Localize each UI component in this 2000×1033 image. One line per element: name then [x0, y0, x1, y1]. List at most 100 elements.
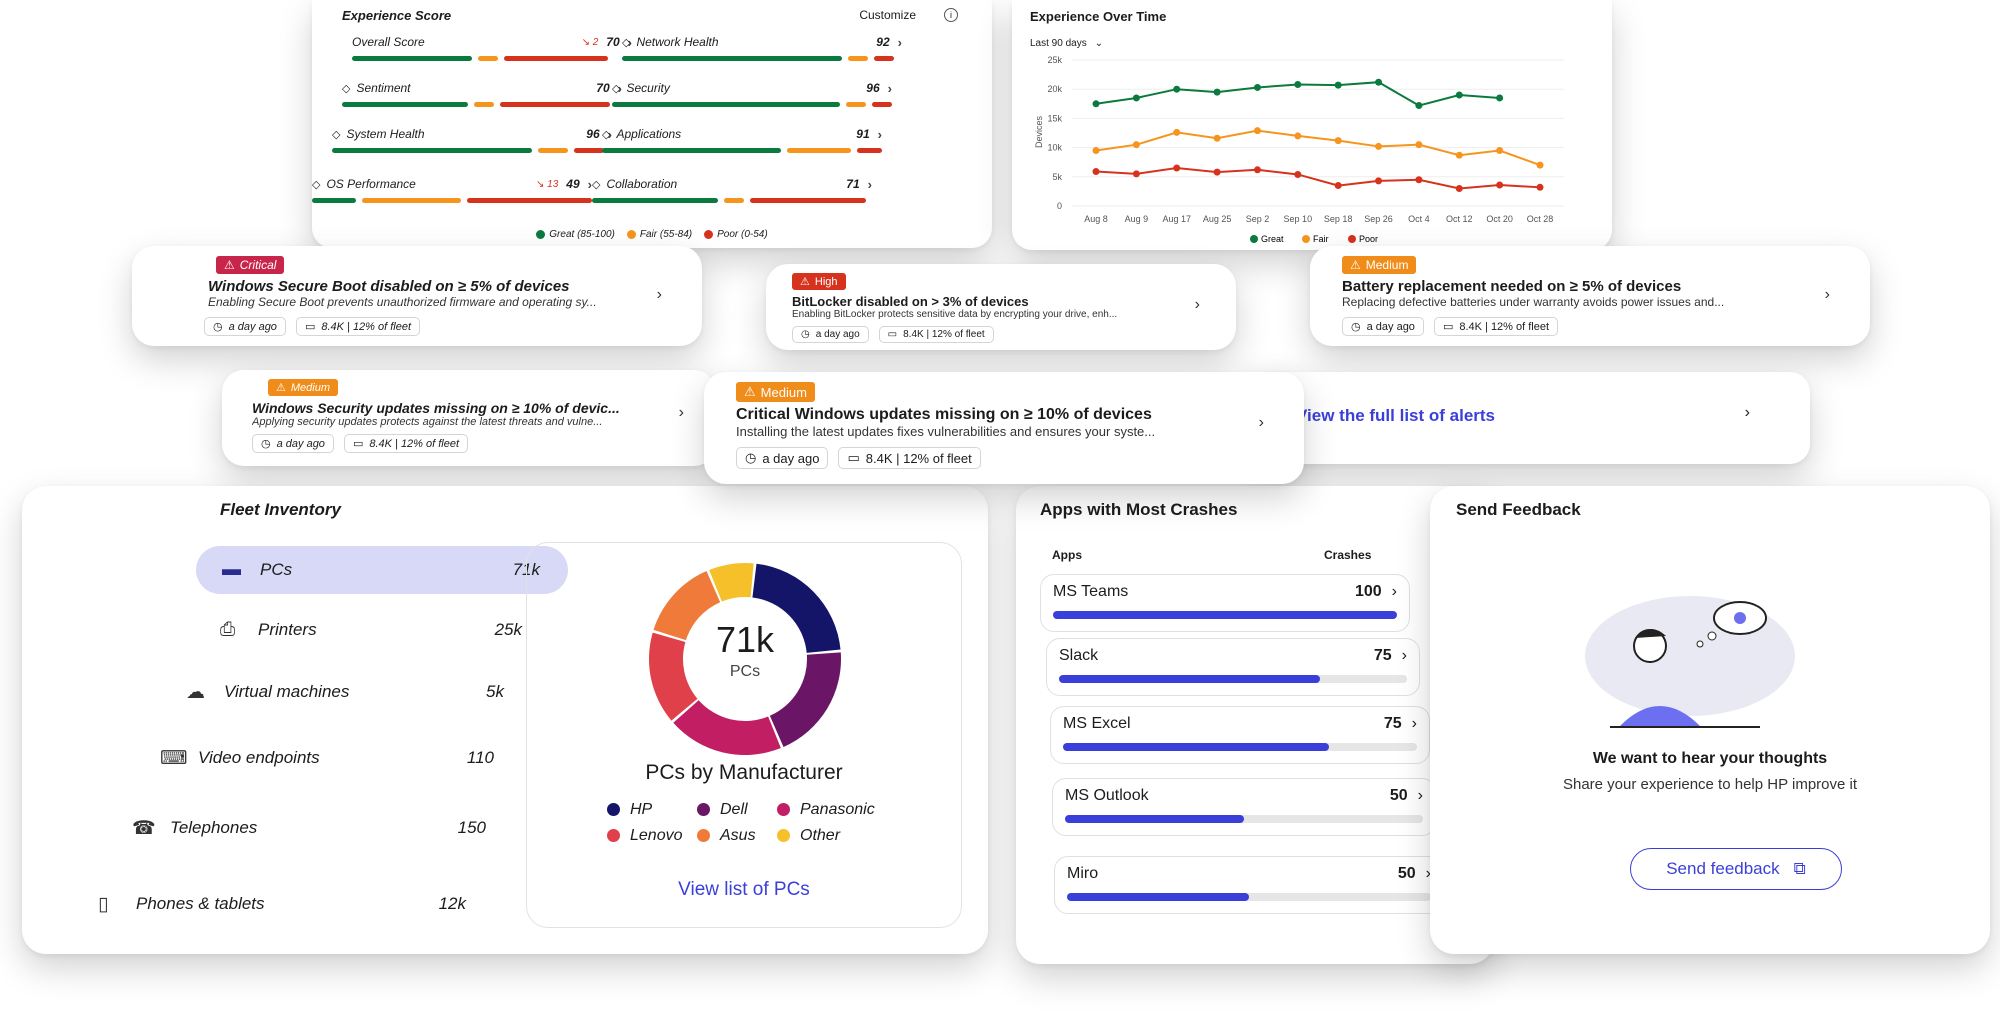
chevron-right-icon[interactable]: ›: [656, 286, 662, 303]
data-point: [1415, 102, 1423, 110]
clock-icon: ◷: [213, 321, 223, 333]
chevron-right-icon[interactable]: ›: [1824, 286, 1830, 303]
fleet-item-virtual-machines[interactable]: ☁ Virtual machines 5k: [172, 668, 532, 716]
customize-link[interactable]: Customize: [859, 8, 916, 22]
fleet-item-count: 150: [457, 818, 486, 837]
view-pcs-link[interactable]: View list of PCs: [678, 879, 810, 900]
fleet-pill: ▭ 8.4K | 12% of fleet: [838, 447, 981, 469]
view-all-alerts-link[interactable]: View the full list of alerts: [1296, 406, 1496, 425]
score-label: ◇ Network Health: [622, 35, 719, 49]
telephone-icon: ☎: [132, 817, 156, 839]
cloud-icon: ☁: [186, 681, 205, 703]
chevron-right-icon: ›: [1411, 715, 1417, 732]
crash-row[interactable]: Miro 50 ›: [1054, 856, 1444, 914]
data-point: [1375, 142, 1383, 150]
donut-segment-hp: [752, 563, 841, 653]
crash-bar-fill: [1059, 675, 1320, 683]
alert-icon: ⚠: [1350, 258, 1361, 272]
alert-card[interactable]: ⚠ Medium Critical Windows updates missing…: [704, 372, 1304, 484]
data-point: [1536, 183, 1544, 191]
view-alerts-card: View the full list of alerts ›: [1250, 372, 1810, 464]
chevron-right-icon: ›: [1401, 647, 1407, 664]
data-point: [1253, 83, 1261, 91]
crash-bar-track: [1067, 893, 1431, 901]
feedback-card: Send Feedback We want to hear your thoug…: [1430, 486, 1990, 954]
fleet-item-telephones[interactable]: ☎ Telephones 150: [122, 804, 514, 852]
chevron-down-icon: ⌄: [1094, 38, 1104, 49]
fleet-item-phones-tablets[interactable]: ▯ Phones & tablets 12k: [90, 880, 494, 928]
fleet-item-pcs[interactable]: ▬ PCs 71k: [196, 546, 568, 594]
send-feedback-button[interactable]: Send feedback ⧉: [1630, 848, 1842, 890]
alert-description: Replacing defective batteries under warr…: [1342, 295, 1725, 309]
data-point: [1092, 168, 1100, 176]
score-item[interactable]: ◇ Network Health 92 ›: [622, 34, 902, 61]
alert-description: Enabling BitLocker protects sensitive da…: [792, 309, 1118, 320]
alert-card[interactable]: ⚠ Medium Battery replacement needed on ≥ …: [1310, 246, 1870, 346]
external-link-icon: ⧉: [1793, 859, 1806, 878]
score-value: 92 ›: [876, 34, 902, 50]
data-point: [1173, 85, 1181, 93]
data-point: [1375, 78, 1383, 86]
badge-critical: ⚠ Critical: [216, 256, 285, 274]
alert-card[interactable]: ⚠ Medium Windows Security updates missing…: [222, 370, 716, 466]
score-item[interactable]: Overall Score ↘ 2 70 ›: [352, 34, 632, 61]
legend-great: Great (85-100): [536, 229, 615, 240]
score-item[interactable]: ◇ Sentiment 70 ›: [342, 80, 622, 107]
alert-card[interactable]: ⚠ Critical Windows Secure Boot disabled o…: [132, 246, 702, 346]
crash-row[interactable]: MS Outlook 50 ›: [1052, 778, 1436, 836]
chevron-right-icon[interactable]: ›: [678, 404, 684, 421]
crash-count: 100: [1354, 583, 1382, 600]
clock-icon: ◷: [261, 438, 271, 450]
fleet-inventory-title: Fleet Inventory: [220, 500, 341, 519]
score-grid: Overall Score ↘ 2 70 › ◇ Network Health 92 › ◇ Se…: [312, 22, 962, 222]
experience-line-chart: 0 5k 10k 15k 20k 25k Devices Aug 8 Aug 9 Aug 17 Au…: [1034, 55, 1564, 244]
data-point: [1334, 182, 1342, 190]
data-point: [1294, 132, 1302, 140]
chevron-right-icon[interactable]: ›: [1194, 296, 1200, 313]
donut-segment-panasonic: [673, 700, 781, 755]
score-bars: [312, 198, 592, 203]
chevron-right-icon[interactable]: ›: [1258, 414, 1264, 431]
time-pill: ◷ a day ago: [792, 326, 869, 343]
data-point: [1132, 141, 1140, 149]
score-item[interactable]: ◇ System Health 96 ›: [332, 126, 612, 153]
time-pill: ◷ a day ago: [252, 434, 334, 453]
legend-label: Poor: [1359, 234, 1378, 244]
score-item[interactable]: ◇ OS Performance ↘ 13 49 ›: [312, 176, 592, 203]
column-apps: Apps: [1052, 548, 1082, 562]
network-icon: ◇: [622, 36, 631, 49]
data-point: [1455, 184, 1463, 192]
x-tick-label: Oct 20: [1486, 214, 1513, 224]
printer-icon: ⎙: [220, 619, 236, 640]
score-item[interactable]: ◇ Applications 91 ›: [602, 126, 883, 153]
score-value: 96 ›: [866, 80, 892, 96]
clock-icon: ◷: [801, 329, 810, 340]
donut-segment-asus: [653, 571, 721, 641]
donut-center-value: 71k: [715, 619, 775, 660]
data-point: [1334, 81, 1342, 89]
info-icon[interactable]: i: [944, 8, 958, 22]
fleet-item-video-endpoints[interactable]: ⌨ Video endpoints 110: [146, 734, 522, 782]
feedback-heading: We want to hear your thoughts: [1592, 750, 1828, 767]
range-select[interactable]: Last 90 days ⌄: [1030, 38, 1594, 49]
crash-bar-track: [1065, 815, 1423, 823]
column-crashes: Crashes: [1324, 548, 1372, 562]
score-label: ◇ OS Performance: [312, 177, 416, 191]
score-item[interactable]: ◇ Security 96 ›: [612, 80, 893, 107]
crash-row[interactable]: Slack 75 ›: [1046, 638, 1420, 696]
crash-bar-fill: [1065, 815, 1244, 823]
data-point: [1415, 141, 1423, 149]
tablet-icon: ▯: [98, 893, 109, 915]
fleet-pill: ▭ 8.4K | 12% of fleet: [343, 434, 469, 453]
score-item[interactable]: ◇ Collaboration 71 ›: [592, 176, 872, 203]
range-label: Last 90 days: [1030, 38, 1087, 49]
badge-medium: ⚠ Medium: [736, 382, 815, 402]
chevron-right-icon[interactable]: ›: [1744, 404, 1750, 421]
legend-swatch: [1302, 235, 1310, 243]
y-tick-label: 25k: [1047, 55, 1062, 65]
crash-row[interactable]: MS Teams 100 ›: [1040, 574, 1410, 632]
alert-card[interactable]: ⚠ High BitLocker disabled on > 3% of devi…: [766, 264, 1236, 350]
score-bars: [622, 56, 902, 61]
crash-row[interactable]: MS Excel 75 ›: [1050, 706, 1430, 764]
fleet-item-printers[interactable]: ⎙ Printers 25k: [200, 606, 550, 654]
